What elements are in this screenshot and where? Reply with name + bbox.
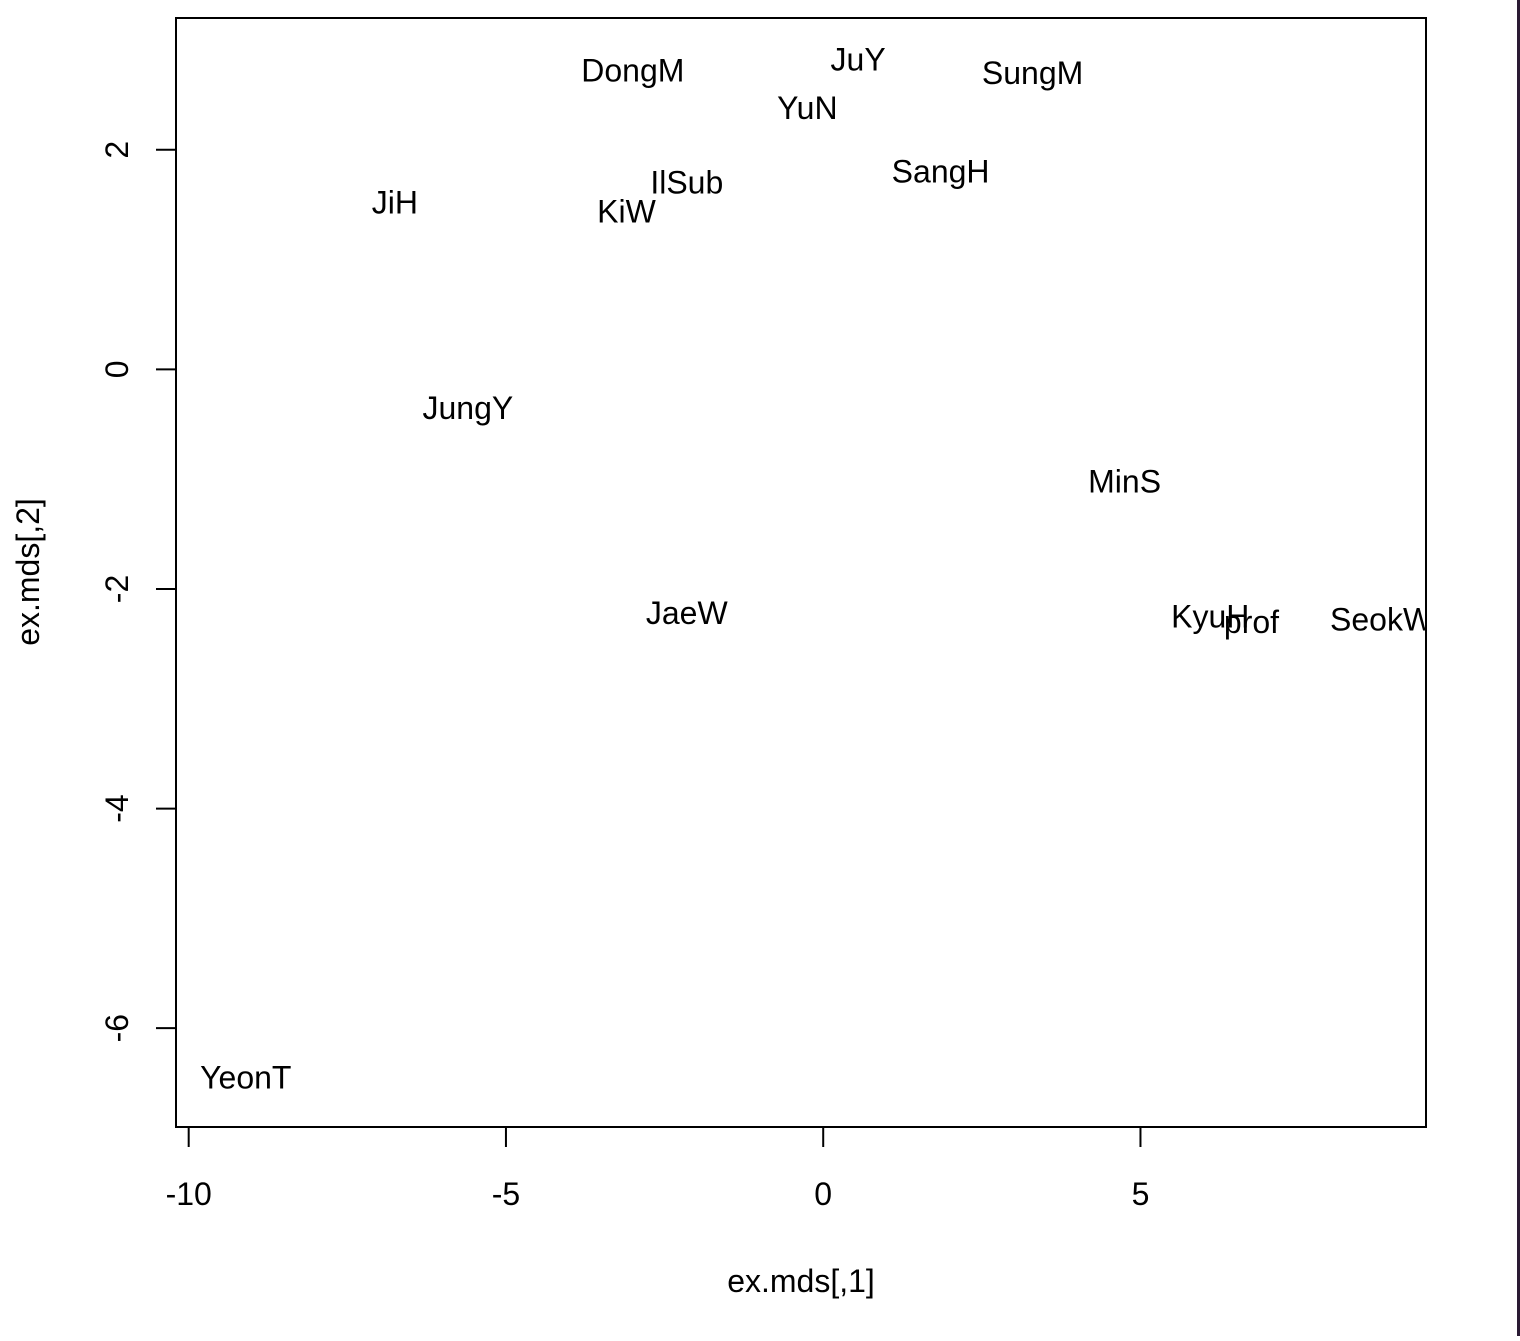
point-labels: DongM JuY SungM YuN SangH IlSub JiH KiW JungY Min…	[200, 42, 1434, 1096]
x-axis: -10 -5 0 5	[166, 1126, 1150, 1212]
point-label: JungY	[423, 390, 514, 426]
window-edge	[1517, 0, 1520, 1336]
point-label: SangH	[892, 154, 990, 190]
plot-frame	[175, 17, 1427, 1128]
y-tick-label: -2	[99, 575, 135, 603]
y-tick-label: -4	[99, 794, 135, 822]
y-tick-label: 2	[99, 141, 135, 159]
y-axis-label: ex.mds[,2]	[10, 498, 46, 646]
x-tick-label: -10	[166, 1176, 212, 1212]
point-label: prof	[1224, 604, 1279, 640]
point-label: KiW	[597, 193, 656, 229]
point-label: JiH	[372, 184, 418, 220]
x-tick-label: 5	[1132, 1176, 1150, 1212]
point-label: SungM	[982, 55, 1083, 91]
point-label: MinS	[1088, 463, 1161, 499]
point-label: DongM	[581, 53, 684, 89]
x-tick-label: -5	[492, 1176, 520, 1212]
point-label: IlSub	[650, 165, 723, 201]
point-label: YeonT	[200, 1060, 291, 1096]
point-label: JaeW	[646, 595, 729, 631]
point-label: YuN	[777, 90, 837, 126]
point-label: KyuH	[1171, 598, 1249, 634]
y-tick-label: -6	[99, 1014, 135, 1042]
x-axis-label: ex.mds[,1]	[727, 1263, 875, 1299]
point-label: JuY	[831, 42, 886, 78]
y-axis: -6 -4 -2 0 2	[99, 141, 177, 1042]
point-label: SeokW	[1330, 602, 1434, 638]
x-tick-label: 0	[814, 1176, 832, 1212]
y-tick-label: 0	[99, 360, 135, 378]
